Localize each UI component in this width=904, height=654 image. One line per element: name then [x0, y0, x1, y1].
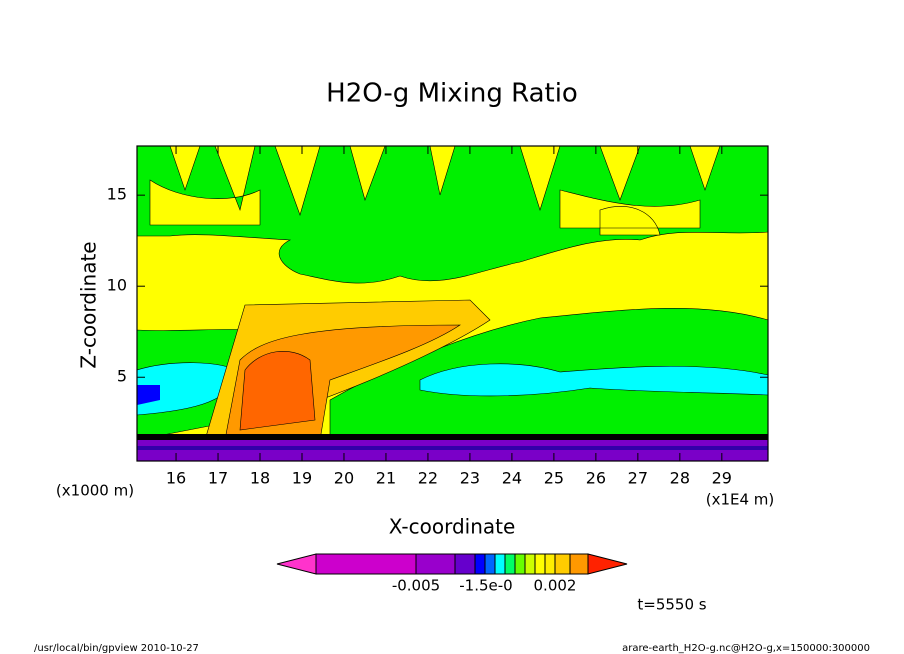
x-tick-label: 21 — [376, 469, 396, 488]
x-tick-label: 28 — [670, 469, 690, 488]
contour-field — [137, 146, 768, 461]
x-tick-label: 24 — [502, 469, 522, 488]
x-tick-label: 23 — [460, 469, 480, 488]
y-tick-label: 5 — [117, 367, 127, 386]
y-unit: (x1000 m) — [56, 482, 134, 500]
plot-frame — [136, 145, 769, 462]
x-tick-label: 25 — [544, 469, 564, 488]
colorbar-label: -1.5e-0 — [459, 577, 512, 595]
colorbar — [276, 553, 628, 575]
footer-left: /usr/local/bin/gpview 2010-10-27 — [34, 643, 199, 654]
contour-dense — [137, 434, 768, 440]
x-tick-label: 26 — [586, 469, 606, 488]
x-unit: (x1E4 m) — [706, 491, 775, 509]
chart-title: H2O-g Mixing Ratio — [326, 79, 578, 109]
x-tick-label: 27 — [628, 469, 648, 488]
contour-dense — [137, 446, 768, 450]
colorbar-label: 0.002 — [534, 577, 577, 595]
time-label: t=5550 s — [637, 596, 706, 614]
x-tick-label: 19 — [292, 469, 312, 488]
fill-blue — [137, 385, 160, 405]
y-tick-label: 15 — [107, 185, 127, 204]
x-tick-label: 17 — [208, 469, 228, 488]
y-tick-label: 10 — [107, 276, 127, 295]
fill-yellow-top — [149, 146, 721, 236]
fill-orange-dark — [239, 351, 316, 431]
x-axis-label: X-coordinate — [389, 515, 516, 539]
y-axis-label: Z-coordinate — [77, 241, 101, 368]
x-tick-label: 29 — [712, 469, 732, 488]
x-tick-label: 20 — [334, 469, 354, 488]
x-tick-label: 22 — [418, 469, 438, 488]
colorbar-label: -0.005 — [392, 577, 440, 595]
x-tick-label: 16 — [166, 469, 186, 488]
x-tick-label: 18 — [250, 469, 270, 488]
footer-right: arare-earth_H2O-g.nc@H2O-g,x=150000:3000… — [622, 643, 870, 654]
